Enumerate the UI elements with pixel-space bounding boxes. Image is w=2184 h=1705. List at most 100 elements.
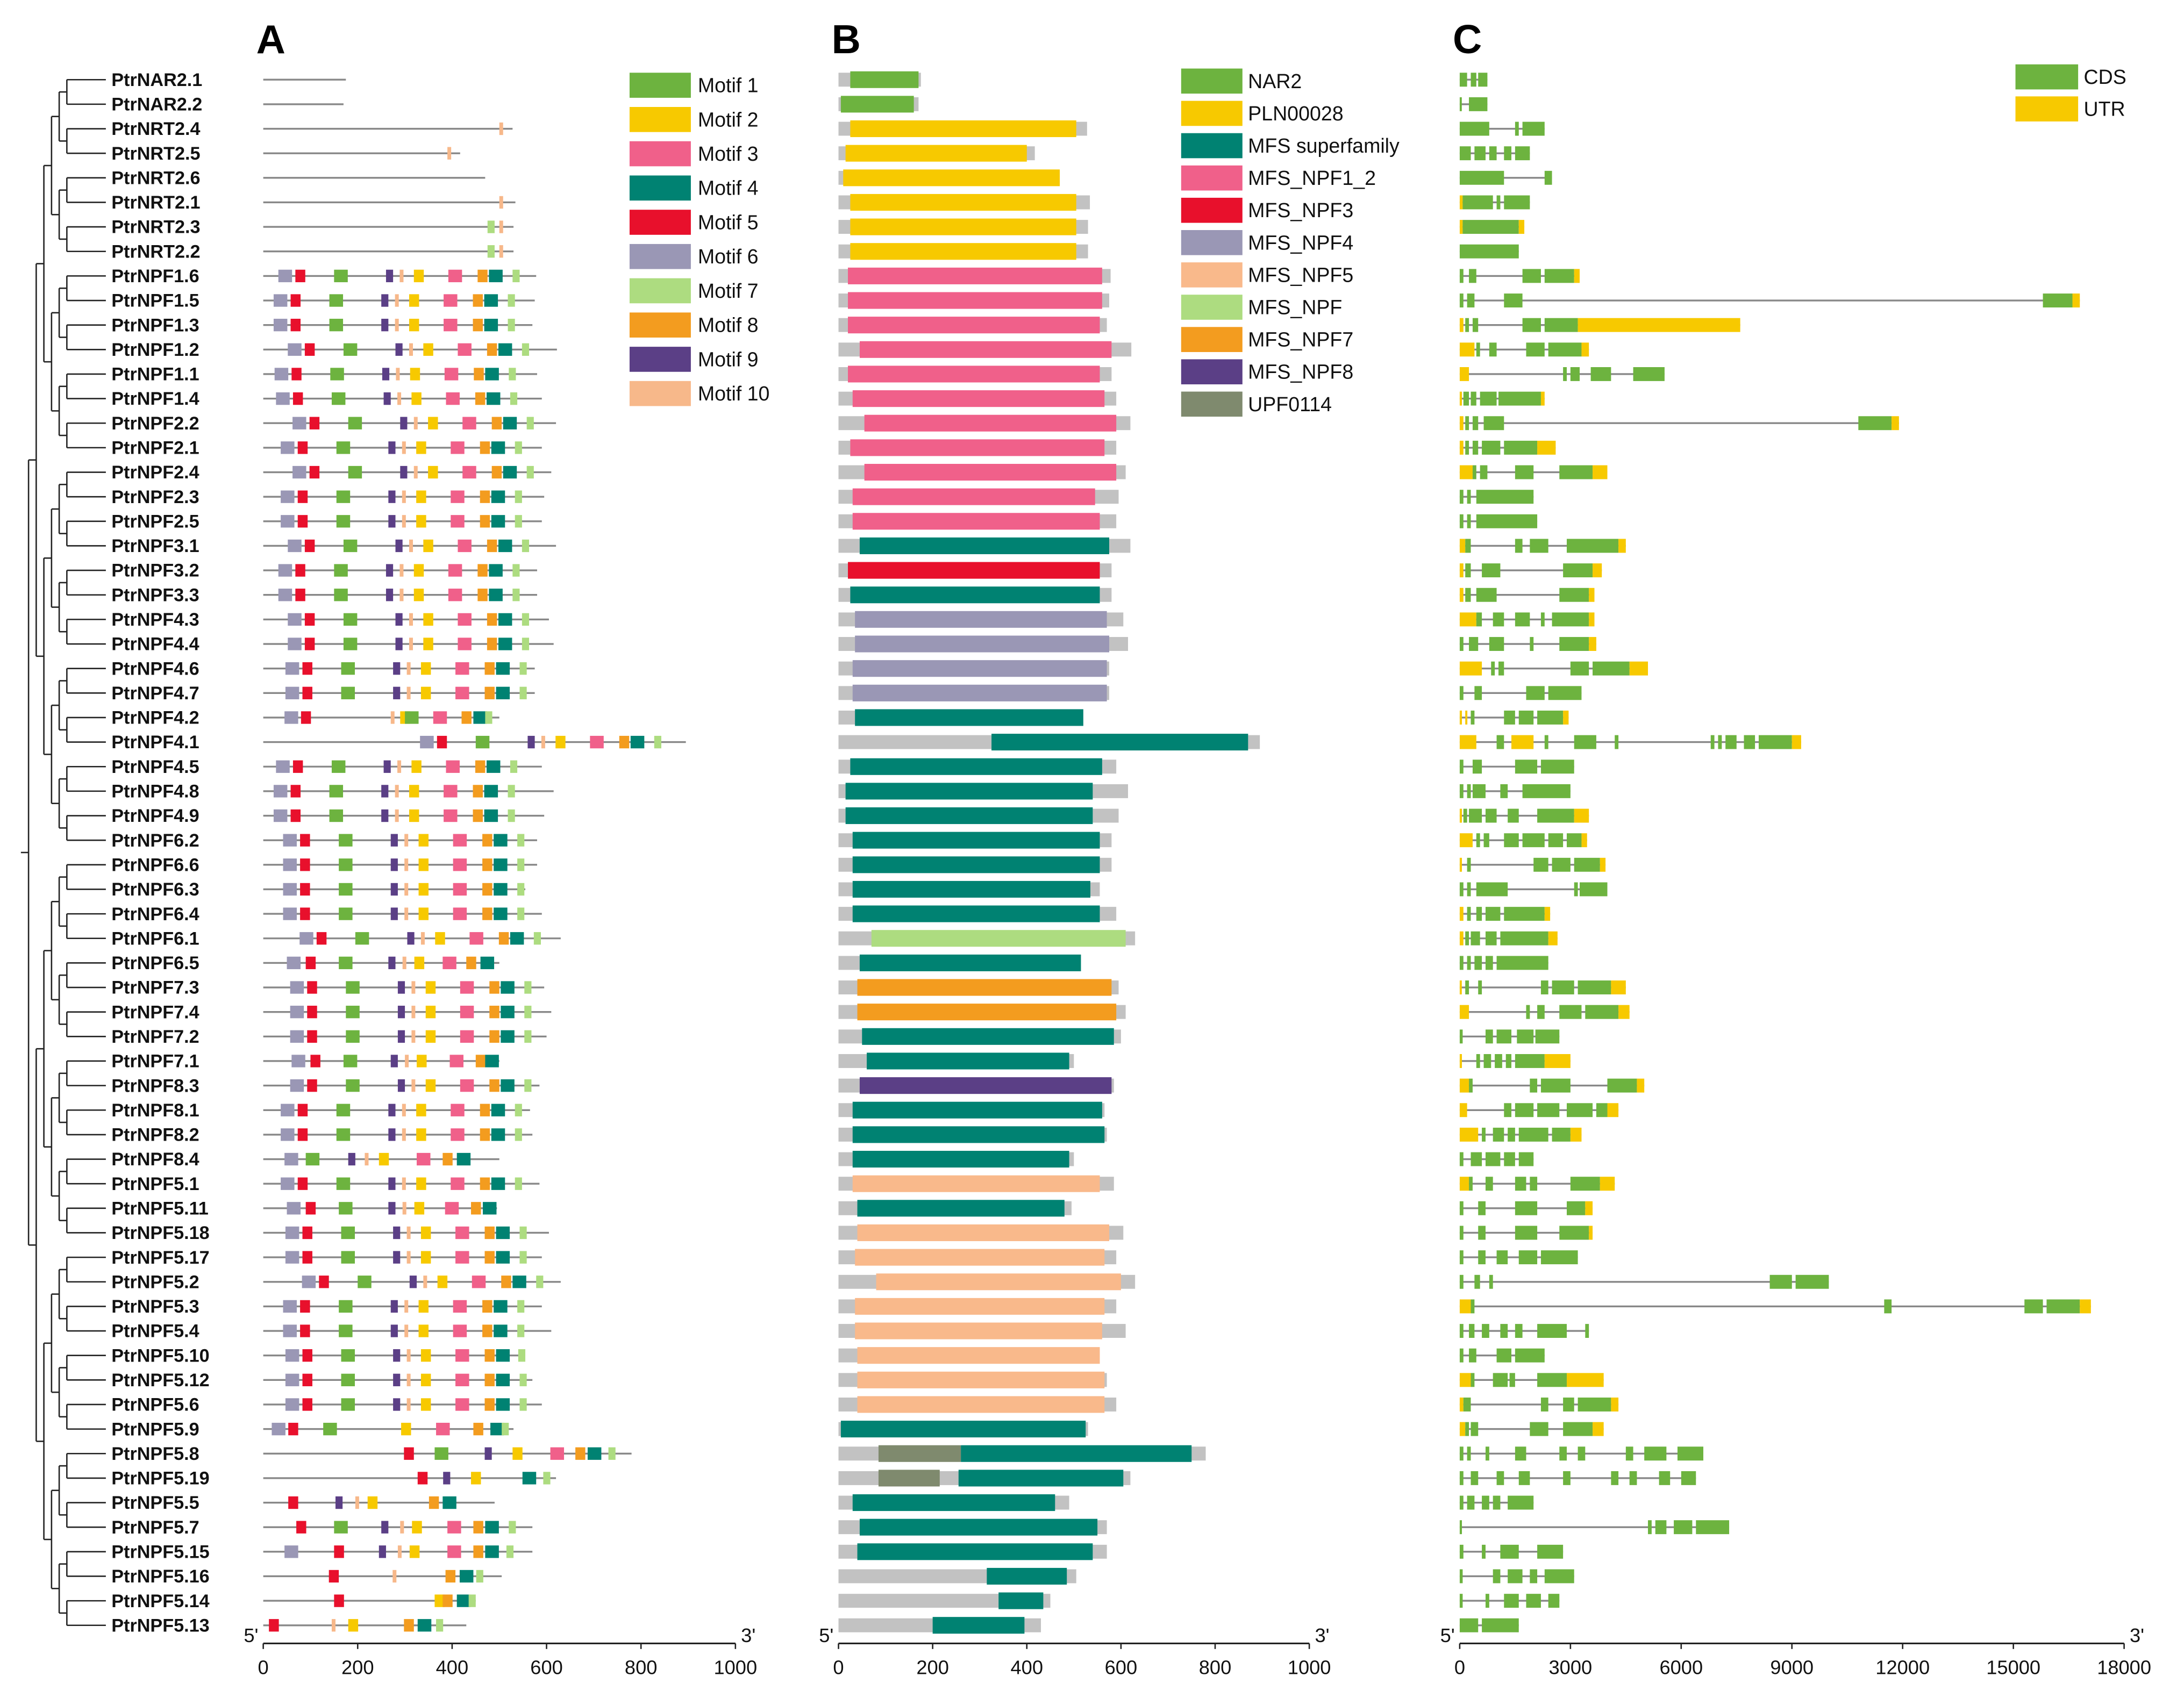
motif-10-mark xyxy=(395,809,399,822)
gene-label: PtrNPF5.15 xyxy=(111,1542,209,1562)
motif-9-mark xyxy=(381,294,389,307)
motif-9-mark xyxy=(400,465,408,479)
motif-2-mark xyxy=(416,490,426,503)
domain-legend-swatch xyxy=(1181,165,1243,191)
domain-mark xyxy=(932,1617,1025,1634)
gene-label: PtrNPF4.5 xyxy=(111,757,199,777)
motif-3-mark xyxy=(436,1422,450,1436)
utr-segment xyxy=(1465,711,1468,725)
cds-exon xyxy=(1467,907,1471,921)
motif-7-mark xyxy=(654,735,661,749)
motif-4-mark xyxy=(494,1300,508,1313)
motif-7-mark xyxy=(519,1398,527,1411)
cds-exon xyxy=(1544,735,1548,749)
domain-legend-label: MFS_NPF3 xyxy=(1248,199,1353,221)
motif-8-mark xyxy=(477,269,488,283)
motif-9-mark xyxy=(397,1006,405,1019)
motif-4-mark xyxy=(501,1030,515,1043)
cds-exon xyxy=(1566,1103,1593,1117)
domain-mark xyxy=(848,366,1100,383)
motif-4-mark xyxy=(482,1202,497,1215)
axis-tick-label: 15000 xyxy=(1986,1656,2040,1678)
structure-legend-swatch xyxy=(2015,96,2079,121)
motif-8-mark xyxy=(487,637,497,650)
cds-exon xyxy=(1526,342,1545,357)
domain-mark xyxy=(850,586,1100,604)
cds-exon xyxy=(1718,735,1722,749)
motif-7-mark xyxy=(517,834,525,847)
motif-2-mark xyxy=(512,1447,523,1460)
cds-exon xyxy=(1585,1005,1619,1019)
cds-exon xyxy=(1463,808,1467,823)
motif-1-mark xyxy=(341,1373,355,1386)
motif-8-mark xyxy=(477,564,488,577)
domain-legend-label: UPF0114 xyxy=(1248,393,1332,415)
cds-exon xyxy=(1483,833,1489,848)
motif-5-mark xyxy=(329,1570,339,1583)
motif-9-mark xyxy=(383,760,391,773)
gene-label: PtrNAR2.2 xyxy=(111,95,202,115)
cds-exon xyxy=(1493,612,1504,627)
motif-2-mark xyxy=(409,809,419,822)
motif-6-mark xyxy=(276,392,290,405)
gene-label: PtrNPF5.3 xyxy=(111,1296,199,1317)
axis-tick-label: 800 xyxy=(625,1656,657,1678)
gene-label: PtrNPF6.6 xyxy=(111,855,199,875)
cds-exon xyxy=(1515,1201,1538,1215)
motif-6-mark xyxy=(285,686,299,699)
motif-10-mark xyxy=(499,196,503,209)
motif-8-mark xyxy=(484,1349,495,1362)
cds-exon xyxy=(1548,686,1582,700)
motif-6-mark xyxy=(290,1006,304,1019)
cds-exon xyxy=(1570,367,1580,381)
motif-8-mark xyxy=(489,1030,499,1043)
domain-legend-swatch xyxy=(1181,295,1243,320)
utr-segment xyxy=(1589,588,1595,602)
cds-exon xyxy=(1471,1373,1475,1387)
motif-10-mark xyxy=(499,122,503,135)
motif-6-mark xyxy=(288,343,302,356)
domain-mark xyxy=(852,513,1100,530)
motif-5-mark xyxy=(316,932,327,945)
cds-exon xyxy=(1465,980,1469,994)
motif-3-mark xyxy=(460,981,474,994)
motif-8-mark xyxy=(491,417,502,429)
domain-mark xyxy=(845,145,1027,162)
motif-6-mark xyxy=(273,809,288,822)
cds-exon xyxy=(1482,1495,1489,1510)
structure-legend-swatch xyxy=(2015,64,2079,90)
motif-9-mark xyxy=(388,956,396,970)
motif-7-mark xyxy=(519,662,527,675)
motif-4-mark xyxy=(501,1079,515,1092)
utr-segment xyxy=(1459,1177,1469,1191)
motif-5-mark xyxy=(300,834,310,847)
cds-exon xyxy=(1508,808,1519,823)
motif-7-mark xyxy=(519,686,527,699)
motif-6-mark xyxy=(283,1324,297,1337)
cds-exon xyxy=(1459,956,1464,970)
motif-7-mark xyxy=(519,1226,527,1240)
cds-exon xyxy=(1459,1348,1464,1363)
gene-label: PtrNPF3.3 xyxy=(111,585,199,605)
motif-legend-swatch xyxy=(629,175,691,201)
motif-6-mark xyxy=(420,735,434,749)
motif-8-mark xyxy=(466,956,476,970)
motif-4-mark xyxy=(498,539,512,553)
utr-segment xyxy=(1459,440,1464,455)
motif-4-mark xyxy=(501,1006,515,1019)
motif-3-mark xyxy=(590,735,604,749)
cds-exon xyxy=(1522,318,1541,332)
motif-4-mark xyxy=(456,1152,471,1166)
domain-legend-label: MFS_NPF xyxy=(1248,296,1342,318)
motif-legend-swatch xyxy=(629,347,691,372)
cds-exon xyxy=(1563,1471,1571,1485)
motif-1-mark xyxy=(339,956,353,970)
cds-exon xyxy=(1552,980,1574,994)
utr-segment xyxy=(1459,1054,1462,1068)
motif-9-mark xyxy=(395,613,403,626)
cds-exon xyxy=(1462,220,1519,234)
motif-1-mark xyxy=(334,269,348,283)
cds-exon xyxy=(1537,1544,1564,1559)
axis-tick-label: 0 xyxy=(833,1656,844,1678)
cds-exon xyxy=(1515,1348,1545,1363)
